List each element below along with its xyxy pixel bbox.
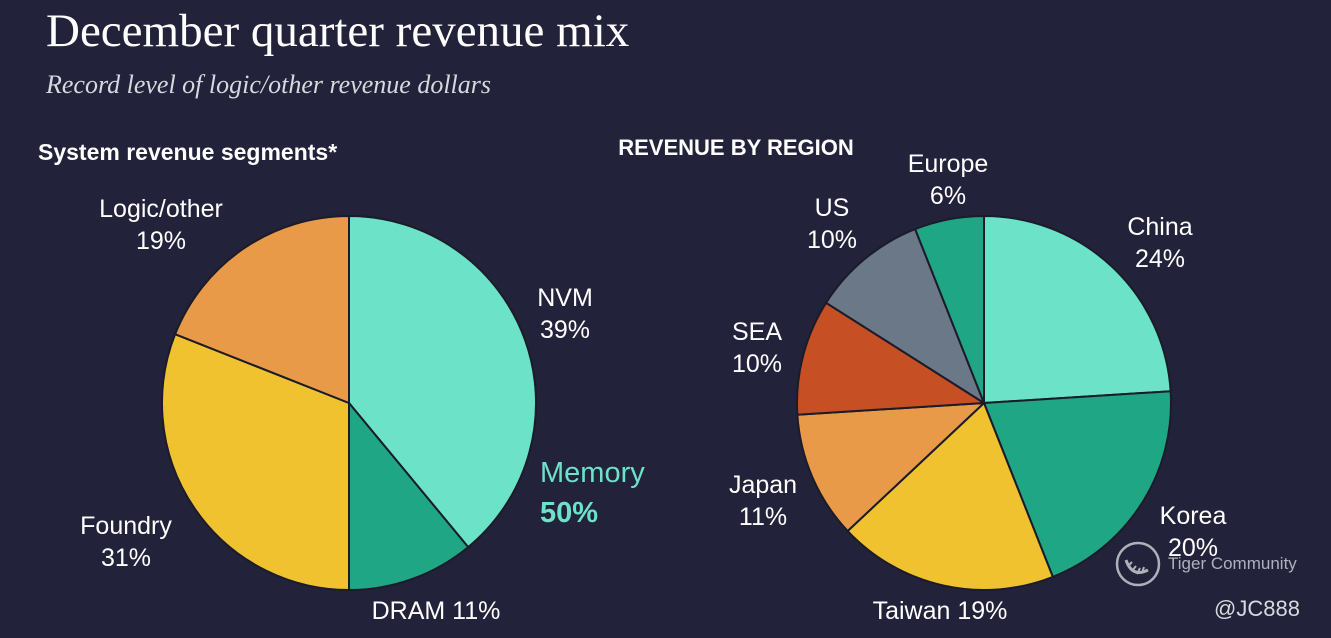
pie-slice-logic-other xyxy=(173,214,350,405)
pie-slice-korea xyxy=(982,390,1172,579)
slice-label-us: US xyxy=(815,194,850,222)
tiger-logo-icon xyxy=(1115,541,1161,587)
page-title: December quarter revenue mix xyxy=(46,5,630,57)
author-handle: @JC888 xyxy=(1214,596,1300,621)
slice-value-korea: 20% xyxy=(1168,534,1218,562)
page-subtitle: Record level of logic/other revenue doll… xyxy=(46,70,491,99)
pie-slice-foundry xyxy=(161,332,350,592)
slice-label-sea: SEA xyxy=(732,318,782,346)
slice-label-nvm: NVM xyxy=(537,284,593,312)
slice-label-korea: Korea xyxy=(1160,502,1227,530)
slice-value-foundry: 31% xyxy=(101,544,151,572)
slice-label-taiwan: Taiwan 19% xyxy=(873,597,1008,625)
slice-value-china: 24% xyxy=(1135,245,1185,273)
slice-value-japan: 11% xyxy=(739,503,787,531)
slice-value-europe: 6% xyxy=(930,182,966,210)
slice-value-us: 10% xyxy=(807,226,857,254)
memory-annotation-value: 50% xyxy=(540,497,598,529)
slice-value-nvm: 39% xyxy=(540,316,590,344)
slice-label-logic-other: Logic/other xyxy=(99,195,223,223)
slice-value-sea: 10% xyxy=(732,350,782,378)
pie-slice-us xyxy=(824,227,987,406)
slice-value-logic-other: 19% xyxy=(136,227,186,255)
slice-label-europe: Europe xyxy=(908,150,989,178)
pie-slice-taiwan xyxy=(846,401,1055,591)
chart-1-title: System revenue segments* xyxy=(38,139,337,165)
pie-slice-europe xyxy=(913,214,985,404)
slice-label-china: China xyxy=(1127,213,1192,241)
slice-label-dram: DRAM 11% xyxy=(372,597,501,625)
slice-label-japan: Japan xyxy=(729,471,797,499)
pie-slice-dram xyxy=(348,400,470,592)
memory-annotation-label: Memory xyxy=(540,457,645,489)
pie-slice-sea xyxy=(796,301,988,416)
chart-2-title: REVENUE BY REGION xyxy=(618,135,854,160)
pie-slice-japan xyxy=(796,401,987,533)
watermark-text: Tiger Community xyxy=(1168,554,1297,573)
watermark: Tiger Community xyxy=(1114,540,1297,588)
pie-slice-china xyxy=(983,214,1172,405)
pie-slice-nvm xyxy=(348,214,537,549)
slice-label-foundry: Foundry xyxy=(80,512,172,540)
